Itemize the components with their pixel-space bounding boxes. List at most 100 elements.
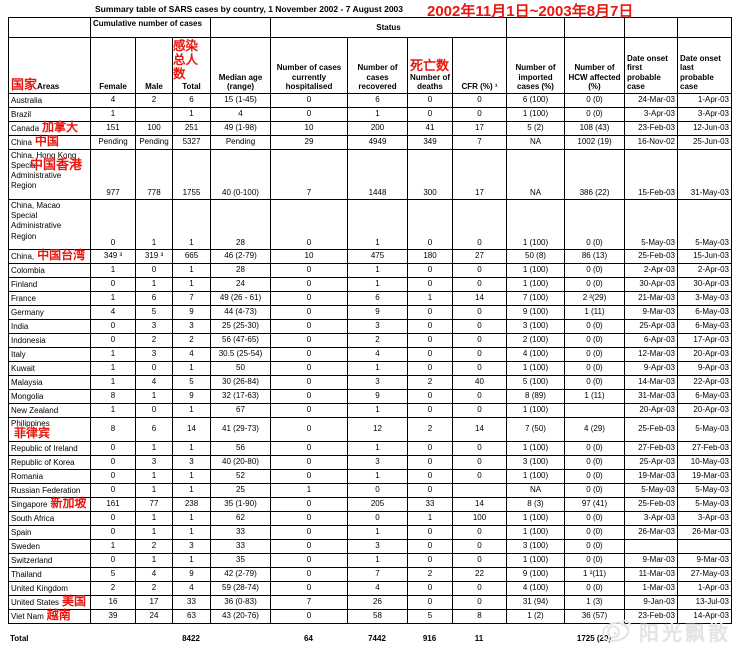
area-cell: Republic of Ireland (8, 440, 91, 456)
total-cell: 33 (172, 594, 211, 610)
recovered-cell: 12 (347, 416, 408, 442)
table-row: Switzerland 0 1 1 35 0 1 0 0 1 (100) 0 (… (8, 552, 732, 568)
total-imported (506, 632, 564, 646)
area-name: Finland (11, 279, 38, 289)
female-cell: 8 (90, 416, 136, 442)
recovered-cell: 0 (347, 510, 408, 526)
area-cell: United States 美国 (8, 594, 91, 610)
recovered-cell: 200 (347, 120, 408, 136)
table-row: India 0 3 3 25 (25-30) 0 3 0 0 3 (100) 0… (8, 318, 732, 334)
hcw-column-header: Number of HCW affected (%) (564, 37, 625, 94)
imported-cell: 1 (100) (506, 198, 565, 250)
male-cell: 2 (135, 332, 173, 348)
imported-cell: 4 (100) (506, 580, 565, 596)
hcw-cell: 0 (0) (564, 538, 625, 554)
hcw-cell: 108 (43) (564, 120, 625, 136)
imported-cell: 1 (100) (506, 262, 565, 278)
female-cell: 0 (90, 524, 136, 540)
median-age-column-header: Median age (range) (210, 37, 271, 94)
total-cell: 5 (172, 374, 211, 390)
date-first-cell: 20-Apr-03 (624, 402, 678, 418)
male-cell: 1 (135, 524, 173, 540)
imported-cell: 6 (100) (506, 92, 565, 108)
hospitalised-cell: 0 (270, 332, 348, 348)
area-cell: China 中国 (8, 134, 91, 150)
date-first-cell: 9-Mar-03 (624, 552, 678, 568)
total-cell: 4 (172, 580, 211, 596)
total-cell: 63 (172, 608, 211, 624)
date-last-cell: 27-Feb-03 (677, 440, 732, 456)
cfr-cell: 27 (452, 248, 507, 264)
hospitalised-cell: 0 (270, 388, 348, 404)
area-cell: Russian Federation (8, 482, 91, 498)
female-cell: 161 (90, 496, 136, 512)
median-age-cell: 36 (0-83) (210, 594, 271, 610)
female-cell: 1 (90, 346, 136, 362)
hospitalised-cell: 0 (270, 346, 348, 362)
imported-cell: 5 (100) (506, 374, 565, 390)
date-last-cell: 22-Apr-03 (677, 374, 732, 390)
imported-cell: NA (506, 134, 565, 150)
imported-cell: 1 (100) (506, 276, 565, 292)
recovered-cell: 1448 (347, 148, 408, 200)
area-cell: Italy (8, 346, 91, 362)
female-cell: 1 (90, 290, 136, 306)
area-annotation-cn: 新加坡 (50, 495, 87, 510)
imported-cell: 4 (100) (506, 346, 565, 362)
area-cell: Thailand (8, 566, 91, 582)
deaths-cell: 0 (407, 318, 453, 334)
female-cell: 0 (90, 482, 136, 498)
total-median (210, 632, 270, 646)
hospitalised-cell: 0 (270, 276, 348, 292)
table-row: Republic of Ireland 0 1 1 56 0 1 0 0 1 (… (8, 440, 732, 456)
area-name: Spain (11, 527, 32, 537)
recovered-cell: 4 (347, 346, 408, 362)
cfr-cell: 0 (452, 332, 507, 348)
area-name: Kuwait (11, 363, 36, 373)
imported-cell: 9 (100) (506, 566, 565, 582)
deaths-cell: 0 (407, 262, 453, 278)
deaths-cell: 0 (407, 580, 453, 596)
table-row: New Zealand 1 0 1 67 0 1 0 0 1 (100) 20-… (8, 402, 732, 418)
deaths-cell: 0 (407, 332, 453, 348)
total-cell: 6 (172, 92, 211, 108)
total-cell: 1 (172, 402, 211, 418)
table-row: Colombia 1 0 1 28 0 1 0 0 1 (100) 0 (0) … (8, 262, 732, 278)
female-cell: 5 (90, 566, 136, 582)
table-row: China, Hong Kong Special Administrative … (8, 148, 732, 200)
date-first-cell: 25-Feb-03 (624, 248, 678, 264)
imported-cell: 50 (8) (506, 248, 565, 264)
male-cell: 1 (135, 510, 173, 526)
male-cell: 0 (135, 360, 173, 376)
total-cell: 4 (172, 346, 211, 362)
hospitalised-cell: 0 (270, 496, 348, 512)
total-cell: 1 (172, 198, 211, 250)
hospitalised-cell: 0 (270, 454, 348, 470)
date-last-cell: 12-Jun-03 (677, 120, 732, 136)
female-cell: 0 (90, 198, 136, 250)
cfr-cell: 0 (452, 454, 507, 470)
area-cell: Singapore 新加坡 (8, 495, 91, 512)
median-age-cell: 41 (29-73) (210, 416, 271, 442)
cfr-cell: 14 (452, 290, 507, 306)
date-first-cell: 9-Jan-03 (624, 594, 678, 610)
total-recovered: 7442 (368, 633, 386, 643)
total-cell: 1755 (172, 148, 211, 200)
median-age-cell: 40 (0-100) (210, 148, 271, 200)
imported-cell: 3 (100) (506, 454, 565, 470)
area-cell: Sweden (8, 538, 91, 554)
female-cell: 1 (90, 538, 136, 554)
hospitalised-cell: 0 (270, 608, 348, 624)
median-age-cell: 46 (2-79) (210, 248, 271, 264)
hcw-cell: 0 (0) (564, 580, 625, 596)
imported-cell: 3 (100) (506, 538, 565, 554)
imported-cell: 31 (94) (506, 594, 565, 610)
imported-cell: 1 (100) (506, 468, 565, 484)
area-name: Malaysia (11, 377, 43, 387)
total-cell: 1 (172, 276, 211, 292)
table-row: Finland 0 1 1 24 0 1 0 0 1 (100) 0 (0) 3… (8, 276, 732, 292)
date-last-cell: 31-May-03 (677, 148, 732, 200)
area-cell: South Africa (8, 510, 91, 526)
hcw-cell (564, 402, 625, 418)
imported-cell: 8 (3) (506, 496, 565, 512)
